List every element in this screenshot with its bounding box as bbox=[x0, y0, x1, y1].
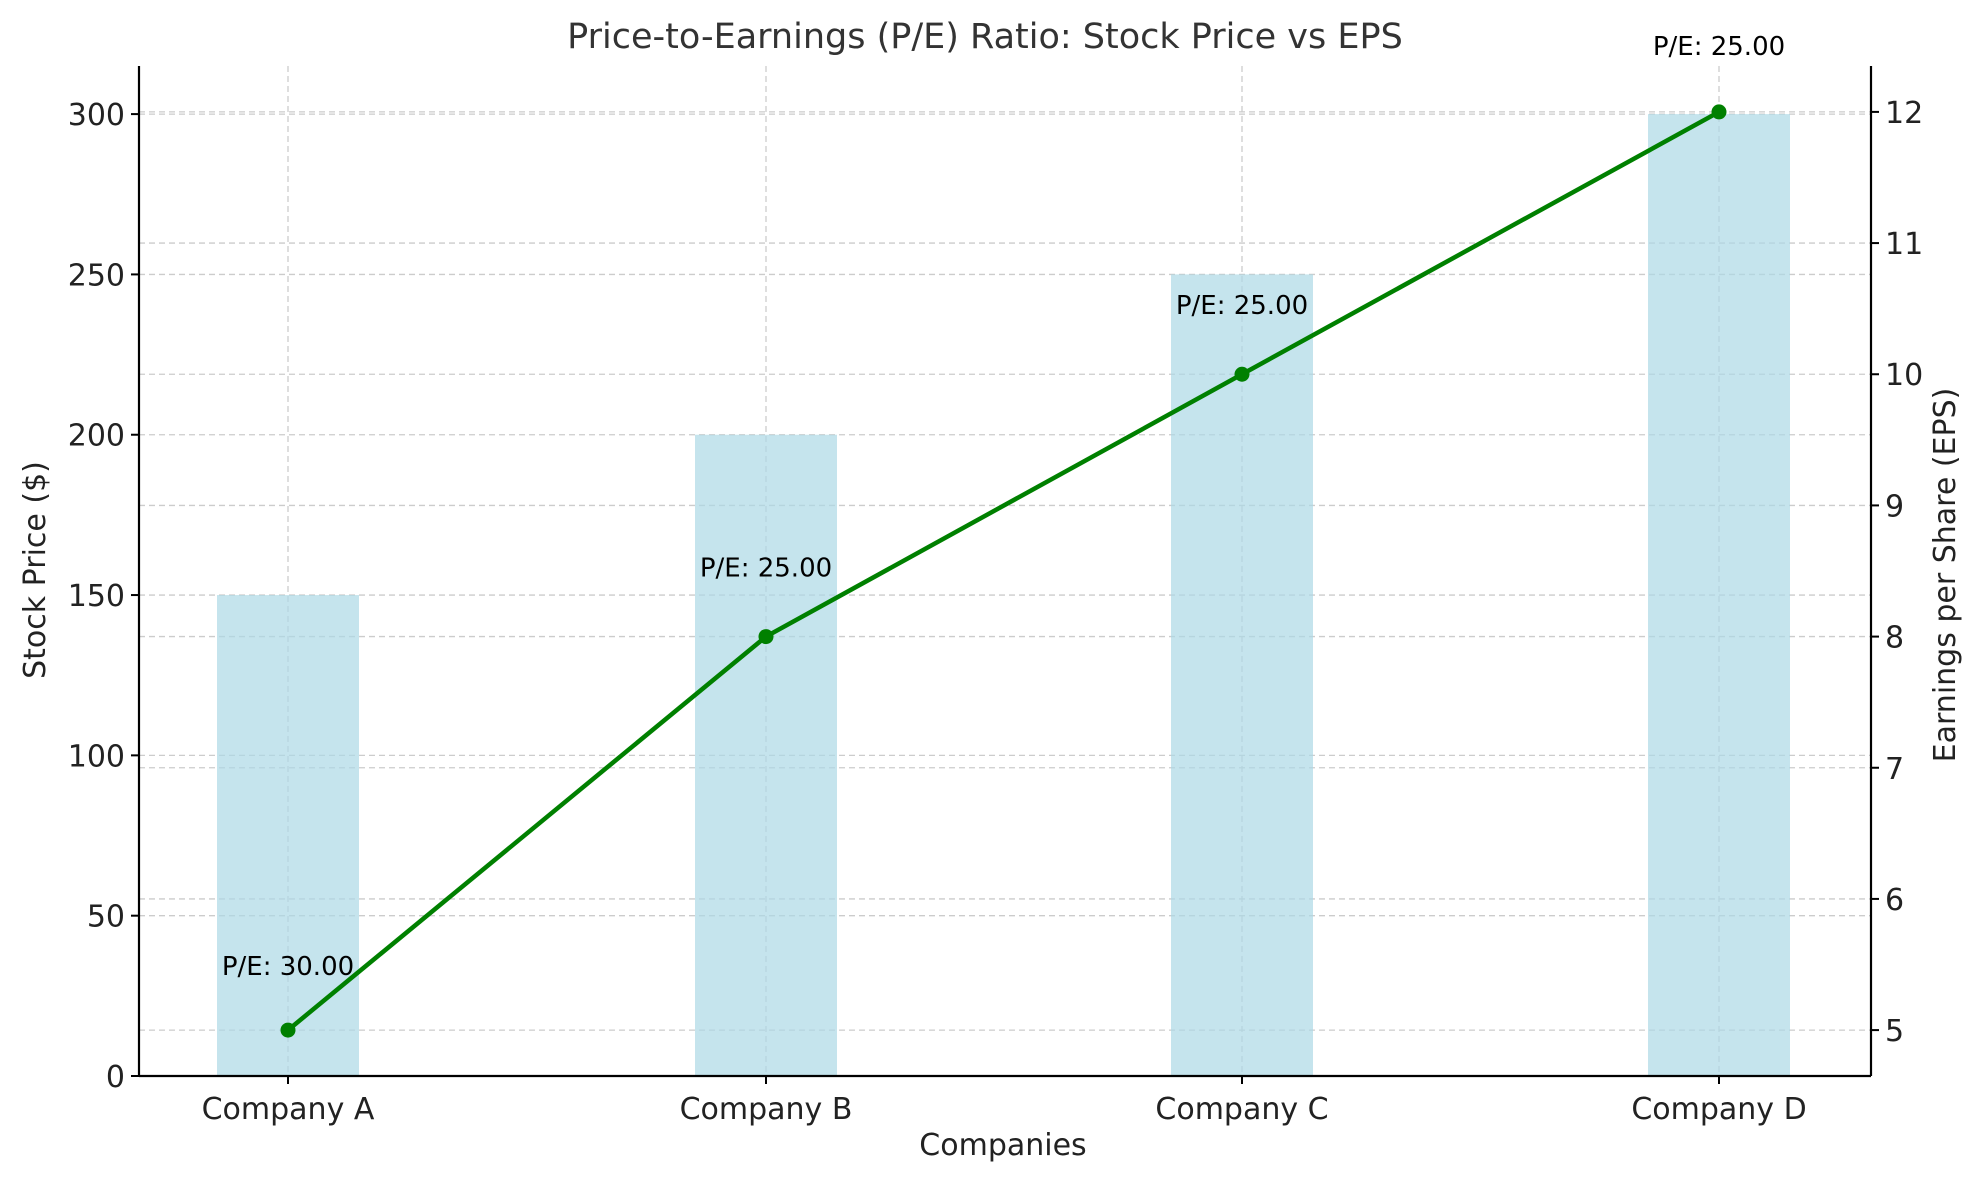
grid-layer bbox=[139, 66, 1871, 1077]
pe-annotation: P/E: 25.00 bbox=[700, 554, 832, 584]
x-axis-label: Companies bbox=[919, 1128, 1086, 1163]
y-tick-label: 0 bbox=[106, 1060, 125, 1095]
label-layer: P/E: 30.00 P/E: 25.00 P/E: 25.00 P/E: 25.00 bbox=[222, 32, 1785, 982]
y2-tick-label: 9 bbox=[1885, 489, 1904, 524]
eps-point bbox=[1234, 366, 1250, 382]
y2-tick-label: 11 bbox=[1885, 227, 1923, 262]
bar bbox=[1171, 274, 1313, 1076]
y2-tick-label: 5 bbox=[1885, 1014, 1904, 1049]
bar bbox=[695, 434, 837, 1076]
axis-layer: 0 50 100 150 200 250 300 5 6 7 8 9 10 11 12 Company A Co… bbox=[68, 66, 1923, 1127]
bar bbox=[217, 595, 359, 1076]
bar-layer bbox=[217, 114, 1790, 1077]
x-tick-label: Company C bbox=[1155, 1092, 1328, 1127]
y2-tick-label: 8 bbox=[1885, 621, 1904, 656]
pe-annotation: P/E: 25.00 bbox=[1653, 32, 1785, 62]
pe-annotation: P/E: 30.00 bbox=[222, 952, 354, 982]
eps-point bbox=[758, 629, 774, 645]
y-tick-label: 250 bbox=[68, 258, 125, 293]
line-layer bbox=[280, 104, 1727, 1038]
y2-tick-label: 6 bbox=[1885, 883, 1904, 918]
y-tick-label: 200 bbox=[68, 419, 125, 454]
eps-point bbox=[1711, 104, 1727, 120]
eps-point bbox=[280, 1022, 296, 1038]
eps-line bbox=[286, 109, 1721, 1032]
y2-tick-label: 12 bbox=[1885, 96, 1923, 131]
chart-title: Price-to-Earnings (P/E) Ratio: Stock Pri… bbox=[567, 17, 1403, 57]
y-tick-label: 150 bbox=[68, 579, 125, 614]
y-tick-label: 300 bbox=[68, 98, 125, 133]
pe-annotation: P/E: 25.00 bbox=[1176, 291, 1308, 321]
bar bbox=[1648, 114, 1790, 1077]
x-tick-label: Company D bbox=[1631, 1092, 1806, 1127]
y2-axis-label: Earnings per Share (EPS) bbox=[1928, 388, 1963, 763]
y-axis-label: Stock Price ($) bbox=[18, 461, 53, 679]
y2-tick-label: 10 bbox=[1885, 358, 1923, 393]
y-tick-label: 50 bbox=[87, 900, 125, 935]
x-tick-label: Company B bbox=[680, 1092, 853, 1127]
y-tick-label: 100 bbox=[68, 739, 125, 774]
y2-tick-label: 7 bbox=[1885, 752, 1904, 787]
x-tick-label: Company A bbox=[202, 1092, 375, 1127]
